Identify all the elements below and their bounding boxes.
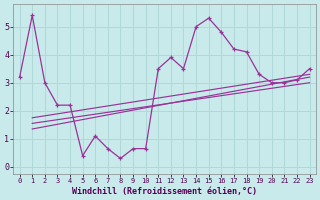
X-axis label: Windchill (Refroidissement éolien,°C): Windchill (Refroidissement éolien,°C) [72, 187, 257, 196]
